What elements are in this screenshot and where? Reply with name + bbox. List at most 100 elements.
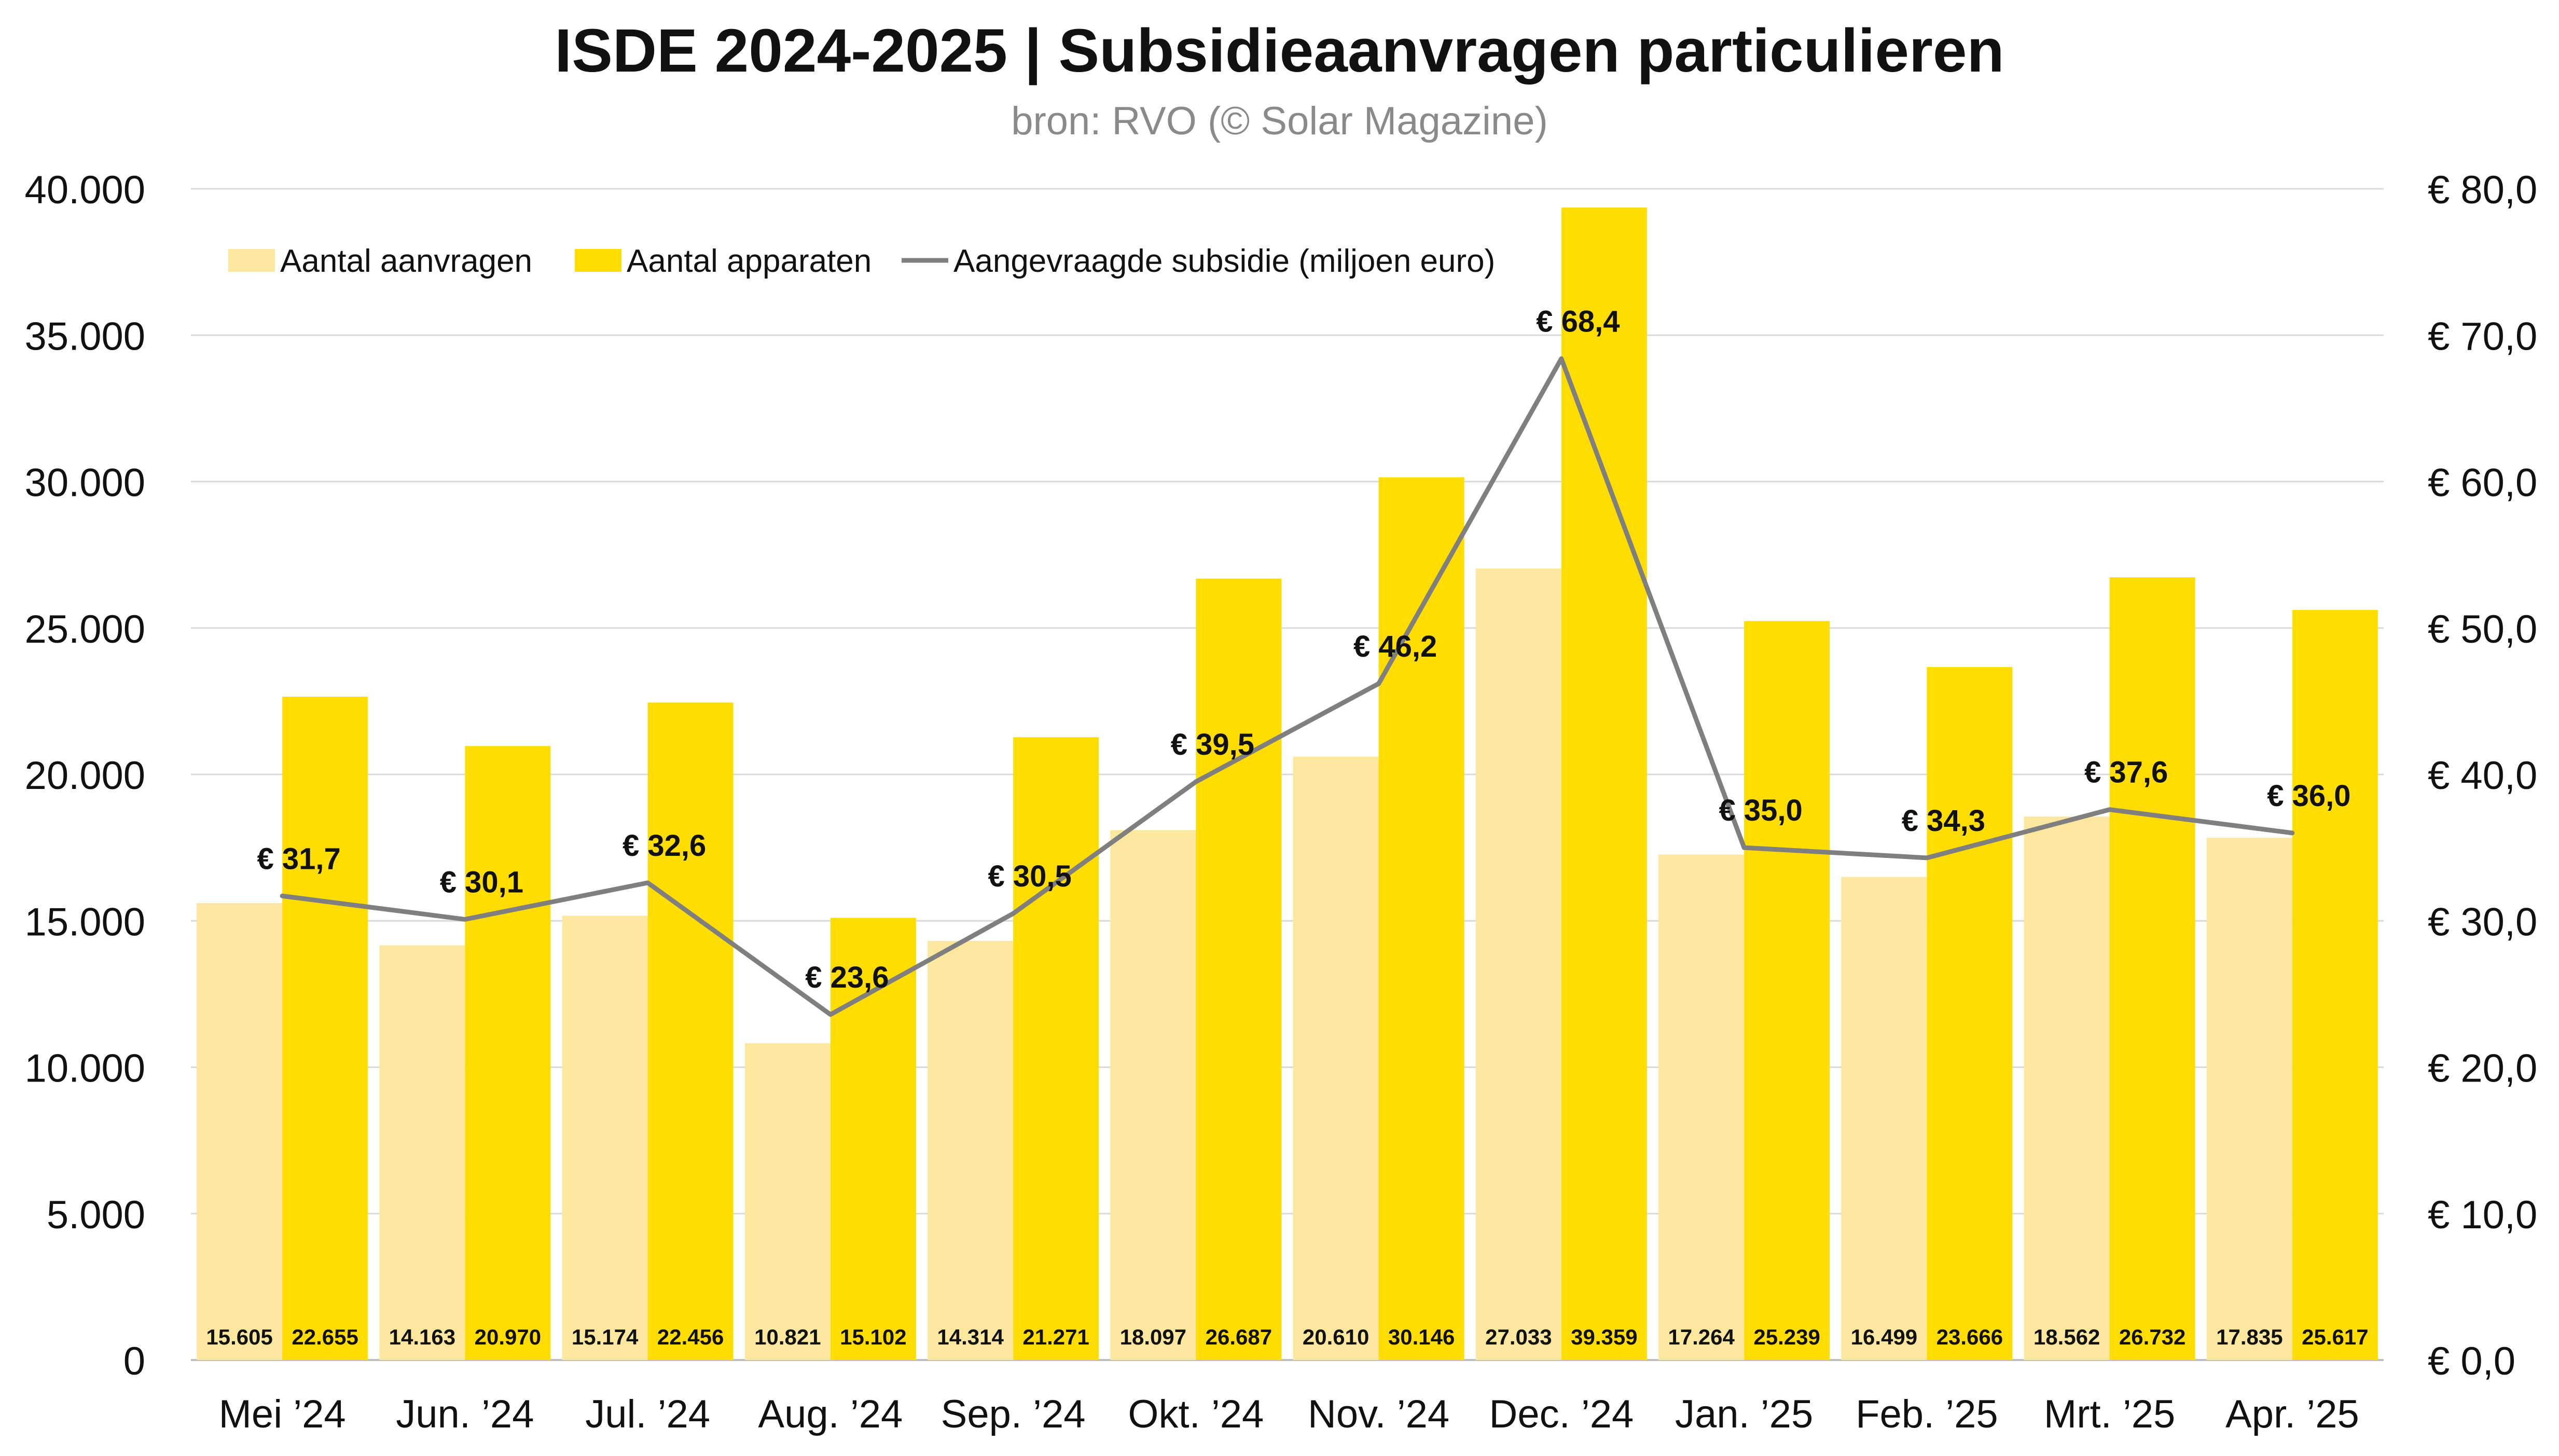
bar-aantal-aanvragen bbox=[379, 945, 465, 1360]
y-left-tick-label: 25.000 bbox=[25, 607, 145, 651]
line-label-aangevraagde-subsidie: € 34,3 bbox=[1902, 804, 1985, 838]
bar-label-aantal-aanvragen: 20.610 bbox=[1303, 1325, 1369, 1349]
bar-label-aantal-apparaten: 26.732 bbox=[2119, 1325, 2185, 1349]
y-right-tick-label: € 10,0 bbox=[2428, 1193, 2537, 1237]
line-label-aangevraagde-subsidie: € 31,7 bbox=[257, 842, 340, 876]
y-right-tick-label: € 30,0 bbox=[2428, 900, 2537, 944]
bars bbox=[197, 207, 2378, 1360]
bar-label-aantal-aanvragen: 10.821 bbox=[754, 1325, 821, 1349]
y-right-tick-label: € 80,0 bbox=[2428, 168, 2537, 212]
bar-label-aantal-aanvragen: 17.264 bbox=[1668, 1325, 1735, 1349]
x-tick-label: Feb. ’25 bbox=[1856, 1392, 1998, 1436]
y-right-tick-label: € 60,0 bbox=[2428, 461, 2537, 505]
line-label-aangevraagde-subsidie: € 37,6 bbox=[2084, 756, 2168, 789]
y-right-tick-label: € 40,0 bbox=[2428, 754, 2537, 798]
bar-label-aantal-apparaten: 30.146 bbox=[1388, 1325, 1455, 1349]
y-right-tick-label: € 0,0 bbox=[2428, 1339, 2515, 1383]
y-right-tick-label: € 70,0 bbox=[2428, 314, 2537, 358]
bar-aantal-aanvragen bbox=[1658, 854, 1745, 1360]
bar-aantal-apparaten bbox=[1378, 477, 1464, 1360]
x-tick-label: Jul. ’24 bbox=[585, 1392, 710, 1436]
bar-aantal-apparaten bbox=[647, 702, 734, 1360]
y-left-tick-label: 30.000 bbox=[25, 461, 145, 505]
subsidy-value-labels: € 31,7 € 30,1 € 32,6 € 23,6 € 30,5 € 39,5 € 46… bbox=[257, 304, 2350, 994]
legend: Aantal aanvragen Aantal apparaten Aangevra… bbox=[228, 243, 1495, 279]
bar-aantal-aanvragen bbox=[197, 903, 283, 1360]
line-label-aangevraagde-subsidie: € 39,5 bbox=[1171, 728, 1254, 761]
bar-aantal-apparaten bbox=[1744, 621, 1830, 1360]
bar-aantal-apparaten bbox=[2292, 609, 2378, 1360]
bar-label-aantal-apparaten: 39.359 bbox=[1571, 1325, 1637, 1349]
bar-label-aantal-aanvragen: 27.033 bbox=[1485, 1325, 1552, 1349]
bar-aantal-aanvragen bbox=[928, 940, 1014, 1360]
x-tick-label: Nov. ’24 bbox=[1308, 1392, 1449, 1436]
bar-label-aantal-apparaten: 22.655 bbox=[292, 1325, 358, 1349]
bar-aantal-aanvragen bbox=[1293, 756, 1379, 1360]
bar-label-aantal-aanvragen: 15.174 bbox=[572, 1325, 639, 1349]
line-aangevraagde-subsidie bbox=[280, 356, 2295, 1017]
bar-label-aantal-apparaten: 23.666 bbox=[1936, 1325, 2003, 1349]
bar-aantal-apparaten bbox=[2109, 577, 2195, 1360]
bar-aantal-aanvragen bbox=[744, 1043, 831, 1360]
x-tick-label: Sep. ’24 bbox=[941, 1392, 1086, 1436]
bar-label-aantal-aanvragen: 14.314 bbox=[937, 1325, 1004, 1349]
bar-aantal-aanvragen bbox=[1841, 877, 1927, 1360]
bar-label-aantal-apparaten: 20.970 bbox=[475, 1325, 541, 1349]
x-tick-label: Jan. ’25 bbox=[1675, 1392, 1813, 1436]
bar-label-aantal-aanvragen: 17.835 bbox=[2216, 1325, 2283, 1349]
x-tick-label: Okt. ’24 bbox=[1128, 1392, 1264, 1436]
line-label-aangevraagde-subsidie: € 32,6 bbox=[623, 829, 706, 863]
y-left-tick-label: 0 bbox=[123, 1339, 145, 1383]
y-left-tick-label: 10.000 bbox=[25, 1047, 145, 1091]
bar-label-aantal-aanvragen: 14.163 bbox=[389, 1325, 455, 1349]
x-tick-label: Mei ’24 bbox=[219, 1392, 346, 1436]
legend-label-aangevraagde-subsidie: Aangevraagde subsidie (miljoen euro) bbox=[953, 243, 1495, 279]
y-left-tick-label: 15.000 bbox=[25, 900, 145, 944]
bar-label-aantal-apparaten: 25.239 bbox=[1753, 1325, 1820, 1349]
bar-label-aantal-apparaten: 15.102 bbox=[840, 1325, 906, 1349]
x-tick-label: Mrt. ’25 bbox=[2044, 1392, 2175, 1436]
chart-subtitle: bron: RVO (© Solar Magazine) bbox=[1011, 99, 1548, 143]
bar-label-aantal-aanvragen: 18.562 bbox=[2034, 1325, 2100, 1349]
x-tick-label: Dec. ’24 bbox=[1489, 1392, 1634, 1436]
legend-label-aantal-apparaten: Aantal apparaten bbox=[627, 243, 872, 279]
x-tick-label: Apr. ’25 bbox=[2225, 1392, 2359, 1436]
y-left-tick-label: 35.000 bbox=[25, 314, 145, 358]
bar-aantal-apparaten bbox=[1013, 737, 1099, 1360]
bar-aantal-apparaten bbox=[465, 746, 551, 1360]
bar-label-aantal-aanvragen: 18.097 bbox=[1120, 1325, 1186, 1349]
gridlines bbox=[191, 188, 2384, 1361]
y-left-tick-label: 40.000 bbox=[25, 168, 145, 212]
line-label-aangevraagde-subsidie: € 23,6 bbox=[805, 961, 889, 994]
y-right-tick-label: € 50,0 bbox=[2428, 607, 2537, 651]
bar-label-aantal-aanvragen: 16.499 bbox=[1851, 1325, 1917, 1349]
legend-swatch-aantal-apparaten bbox=[575, 249, 621, 272]
x-tick-label: Jun. ’24 bbox=[396, 1392, 534, 1436]
bar-aantal-aanvragen bbox=[1110, 830, 1196, 1360]
line-label-aangevraagde-subsidie: € 68,4 bbox=[1536, 304, 1620, 338]
legend-swatch-aantal-aanvragen bbox=[228, 249, 275, 272]
bar-label-aantal-apparaten: 26.687 bbox=[1206, 1325, 1272, 1349]
bar-aantal-aanvragen bbox=[1475, 568, 1561, 1360]
y-left-tick-label: 5.000 bbox=[47, 1193, 145, 1237]
bar-aantal-apparaten bbox=[1196, 578, 1282, 1360]
line-label-aangevraagde-subsidie: € 30,5 bbox=[988, 859, 1071, 893]
bar-label-aantal-aanvragen: 15.605 bbox=[206, 1325, 272, 1349]
bar-label-aantal-apparaten: 21.271 bbox=[1022, 1325, 1089, 1349]
axes: 0 5.000 10.000 15.000 20.000 25.000 30.000 35.0… bbox=[25, 168, 2538, 1436]
subsidy-line bbox=[280, 356, 2295, 1017]
line-label-aangevraagde-subsidie: € 35,0 bbox=[1719, 794, 1802, 827]
bar-label-aantal-apparaten: 22.456 bbox=[657, 1325, 724, 1349]
x-tick-label: Aug. ’24 bbox=[758, 1392, 903, 1436]
chart-title: ISDE 2024-2025 | Subsidieaanvragen parti… bbox=[555, 17, 2004, 85]
line-label-aangevraagde-subsidie: € 46,2 bbox=[1353, 630, 1437, 663]
y-left-tick-label: 20.000 bbox=[25, 754, 145, 798]
bar-aantal-apparaten bbox=[282, 697, 368, 1360]
bar-aantal-apparaten bbox=[1927, 667, 2013, 1360]
bar-aantal-aanvragen bbox=[562, 916, 648, 1360]
bar-aantal-aanvragen bbox=[2024, 816, 2110, 1360]
line-label-aangevraagde-subsidie: € 30,1 bbox=[440, 865, 523, 899]
bar-value-labels: 15.605 22.655 14.163 20.970 15.174 22.456 10.8… bbox=[206, 1325, 2368, 1349]
line-label-aangevraagde-subsidie: € 36,0 bbox=[2267, 779, 2350, 813]
